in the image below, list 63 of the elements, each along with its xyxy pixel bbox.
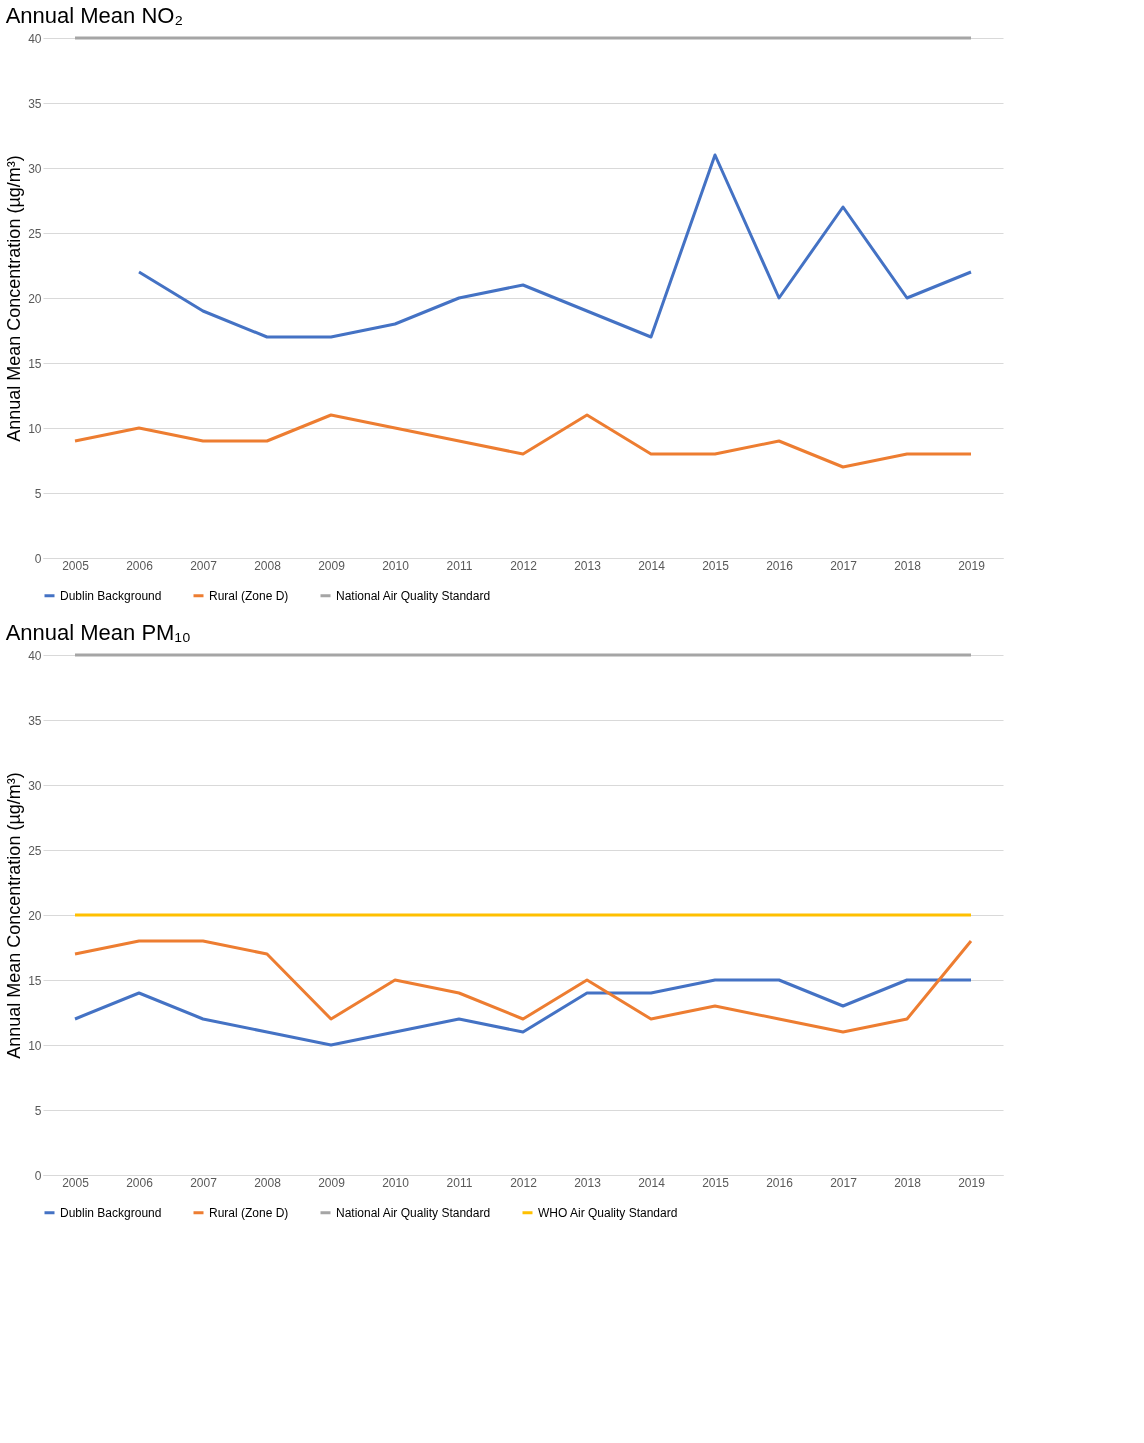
y-axis-title: Annual Mean Concentration (µg/m³) [4,772,25,1059]
x-tick-label: 2015 [702,1175,730,1190]
x-tick-label: 2012 [510,1175,538,1190]
y-tick-label: 30 [28,778,42,793]
x-tick-label: 2019 [958,558,986,573]
y-tick-label: 15 [28,356,42,371]
legend-label: Rural (Zone D) [209,1205,289,1220]
x-tick-label: 2010 [382,558,410,573]
x-tick-label: 2018 [894,1175,922,1190]
legend-label: National Air Quality Standard [336,588,491,603]
y-tick-label: 0 [34,1168,42,1183]
x-tick-label: 2017 [830,558,858,573]
y-tick-label: 0 [34,551,42,566]
x-tick-label: 2015 [702,558,730,573]
x-tick-label: 2009 [318,1175,346,1190]
x-tick-label: 2011 [446,1175,473,1190]
x-tick-label: 2005 [62,558,90,573]
x-tick-label: 2018 [894,558,922,573]
legend-label: Rural (Zone D) [209,588,289,603]
y-tick-label: 25 [28,843,42,858]
x-tick-label: 2009 [318,558,346,573]
y-tick-label: 25 [28,226,42,241]
x-tick-label: 2016 [766,558,794,573]
line-series [137,153,973,339]
y-tick-label: 40 [28,648,42,663]
x-tick-label: 2007 [190,558,218,573]
y-axis-title: Annual Mean Concentration (µg/m³) [4,155,25,442]
x-tick-label: 2006 [126,558,154,573]
x-tick-label: 2008 [254,1175,282,1190]
legend-label: National Air Quality Standard [336,1205,491,1220]
x-tick-label: 2014 [638,558,666,573]
x-tick-label: 2008 [254,558,282,573]
x-tick-label: 2007 [190,1175,218,1190]
legend-label: Dublin Background [60,1205,162,1220]
x-tick-label: 2017 [830,1175,858,1190]
y-tick-label: 5 [34,1103,42,1118]
x-tick-label: 2016 [766,1175,794,1190]
chart-title: Annual Mean NO₂ [5,3,183,28]
line-series [73,413,973,469]
line-series [73,978,973,1047]
y-tick-label: 40 [28,31,42,46]
y-tick-label: 35 [28,713,42,728]
x-tick-label: 2006 [126,1175,154,1190]
x-tick-label: 2011 [446,558,473,573]
y-tick-label: 30 [28,161,42,176]
x-tick-label: 2012 [510,558,538,573]
chart-title: Annual Mean PM₁₀ [5,620,191,645]
x-tick-label: 2013 [574,558,602,573]
x-tick-label: 2010 [382,1175,410,1190]
x-tick-label: 2019 [958,1175,986,1190]
legend-label: WHO Air Quality Standard [538,1205,678,1220]
line-series [73,939,973,1034]
y-tick-label: 5 [34,486,42,501]
y-tick-label: 10 [28,1038,42,1053]
x-tick-label: 2005 [62,1175,90,1190]
x-tick-label: 2013 [574,1175,602,1190]
y-tick-label: 10 [28,421,42,436]
y-tick-label: 35 [28,96,42,111]
x-tick-label: 2014 [638,1175,666,1190]
y-tick-label: 20 [28,908,42,923]
y-tick-label: 20 [28,291,42,306]
legend-label: Dublin Background [60,588,162,603]
y-tick-label: 15 [28,973,42,988]
